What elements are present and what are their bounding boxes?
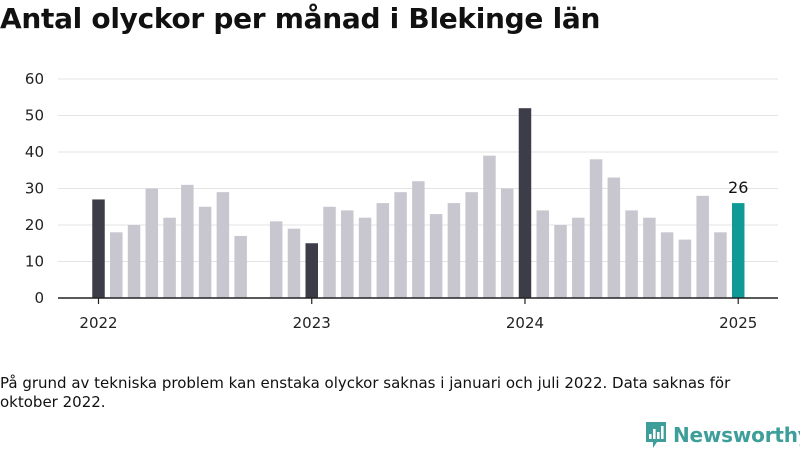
data-labels: 26 — [728, 178, 748, 197]
bar — [625, 210, 638, 298]
bar — [447, 203, 461, 298]
bar — [323, 206, 336, 298]
bar — [269, 221, 283, 298]
x-tick-label: 2025 — [719, 314, 757, 332]
bar — [287, 228, 301, 298]
bar — [554, 225, 567, 298]
x-axis: 2022 2023 2024 2025 — [58, 297, 778, 332]
data-label: 26 — [728, 178, 748, 197]
bar — [110, 232, 123, 298]
x-tick-label: 2024 — [506, 314, 544, 332]
bar — [696, 195, 709, 298]
newsworthy-logo-icon — [646, 422, 666, 448]
bar — [714, 232, 727, 298]
bar — [660, 232, 674, 298]
bar — [127, 225, 141, 298]
bar — [518, 108, 532, 298]
chart-title: Antal olyckor per månad i Blekinge län — [0, 2, 601, 35]
bar — [536, 210, 549, 298]
bar — [198, 206, 212, 298]
newsworthy-logo-text: Newsworthy — [673, 423, 800, 447]
bar — [163, 217, 176, 298]
y-tick-label: 30 — [25, 180, 44, 198]
y-tick-label: 60 — [25, 70, 44, 88]
bar — [607, 177, 621, 298]
bar — [234, 235, 247, 298]
y-tick-label: 20 — [25, 216, 44, 234]
bar — [181, 184, 194, 298]
y-tick-label: 40 — [25, 143, 44, 161]
x-tick-label: 2022 — [79, 314, 117, 332]
y-tick-label: 50 — [25, 107, 44, 125]
bar — [305, 243, 318, 298]
newsworthy-logo[interactable]: Newsworthy — [644, 420, 800, 450]
bar — [216, 192, 230, 298]
bar — [412, 181, 425, 298]
bar — [145, 188, 159, 298]
bar — [394, 192, 407, 298]
y-axis-ticks: 0 10 20 30 40 50 60 — [25, 70, 44, 307]
y-tick-label: 10 — [25, 253, 44, 271]
bar — [731, 203, 745, 298]
bar-chart: 0 10 20 30 40 50 60 2022 2023 2024 2025 26 — [25, 70, 778, 332]
footnote: På grund av tekniska problem kan enstaka… — [0, 374, 731, 411]
bar — [341, 210, 354, 298]
x-tick-label: 2023 — [293, 314, 331, 332]
bar — [358, 217, 372, 298]
bar — [643, 217, 656, 298]
bar — [572, 217, 585, 298]
bar — [678, 239, 692, 298]
bar — [465, 192, 478, 298]
bar — [429, 214, 443, 298]
bar — [92, 199, 105, 298]
y-tick-label: 0 — [34, 289, 44, 307]
bar — [376, 203, 390, 298]
bar — [589, 159, 603, 298]
bar — [500, 188, 514, 298]
bar — [483, 155, 496, 298]
bars — [92, 108, 745, 298]
